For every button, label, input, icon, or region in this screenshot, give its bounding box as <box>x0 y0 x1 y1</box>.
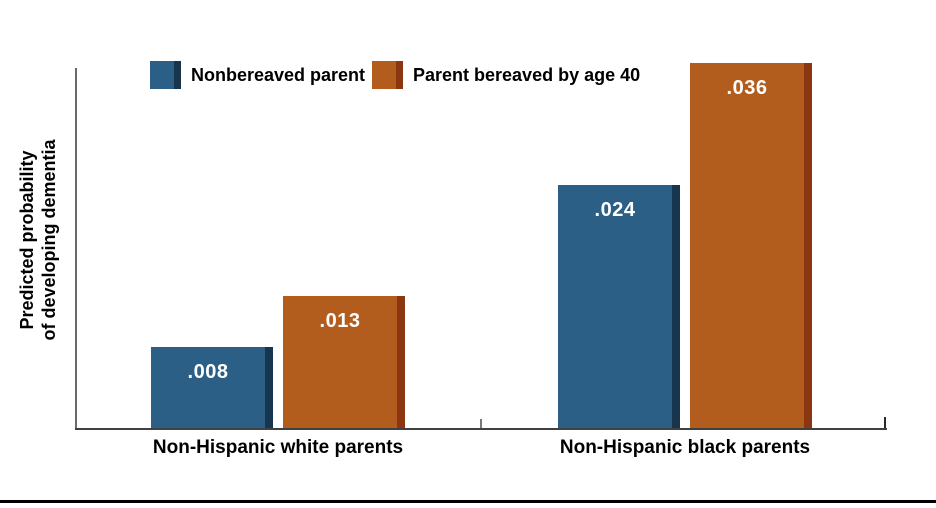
category-label-white-parents: Non-Hispanic white parents <box>152 437 404 458</box>
legend-swatch-bereaved <box>372 61 403 89</box>
bar-value-label: .008 <box>187 361 229 383</box>
y-axis-label: Predicted probability of developing deme… <box>16 60 60 420</box>
bar-value-label: .036 <box>726 77 768 99</box>
bar-bereaved-black-parents: .036 <box>690 63 812 428</box>
bar-value-label: .024 <box>594 199 636 221</box>
category-label-black-parents: Non-Hispanic black parents <box>559 437 811 458</box>
y-axis-line <box>75 68 77 429</box>
bar-bereaved-white-parents: .013 <box>283 296 405 428</box>
legend-item-bereaved: Parent bereaved by age 40 <box>372 61 640 89</box>
x-axis-tick-mid <box>480 419 482 428</box>
legend-label-bereaved: Parent bereaved by age 40 <box>413 64 641 85</box>
legend-swatch-nonbereaved <box>150 61 181 89</box>
bar-nonbereaved-white-parents: .008 <box>151 347 273 428</box>
y-axis-label-line2: of developing dementia <box>39 139 59 341</box>
bottom-rule <box>0 500 936 503</box>
bar-value-label: .013 <box>319 310 361 332</box>
y-axis-label-line1: Predicted probability <box>17 150 37 330</box>
x-axis-tick-end <box>884 417 886 428</box>
bar-nonbereaved-black-parents: .024 <box>558 185 680 428</box>
legend-label-nonbereaved: Nonbereaved parent <box>191 64 366 85</box>
x-axis-line <box>75 428 887 430</box>
legend-item-nonbereaved: Nonbereaved parent <box>150 61 365 89</box>
